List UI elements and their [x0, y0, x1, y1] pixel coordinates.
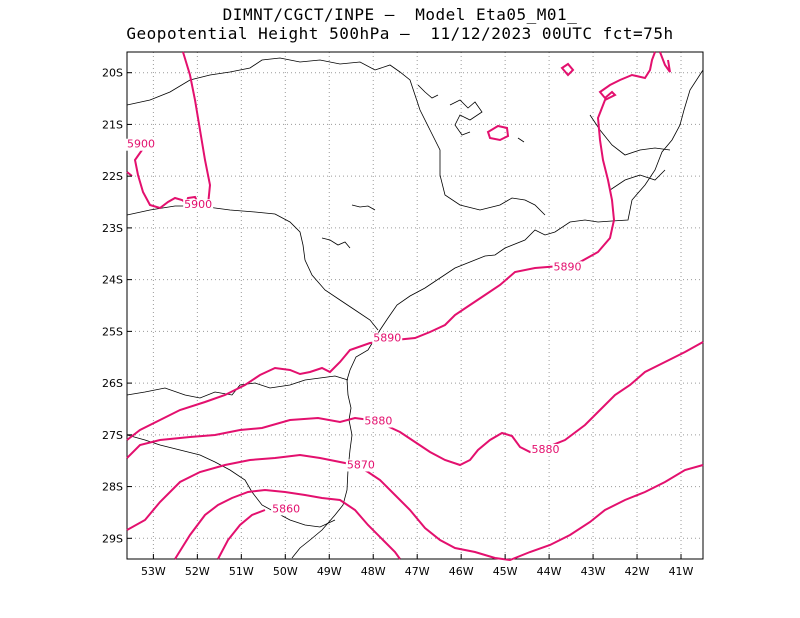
contours [126, 51, 704, 562]
lat-tick-label: 28S [102, 481, 123, 494]
contour-label-bg [552, 261, 583, 274]
state-border-2 [126, 205, 379, 331]
lat-tick-label: 29S [102, 532, 123, 545]
state-border-3 [126, 375, 349, 399]
lat-tick-label: 23S [102, 222, 123, 235]
chart-title-line2: Geopotential Height 500hPa – 11/12/2023 … [126, 24, 674, 43]
contour-5900-loop-3 [486, 124, 510, 142]
lon-tick-label: 51W [229, 565, 254, 578]
contour-5880 [126, 341, 704, 467]
lat-tick-label: 26S [102, 377, 123, 390]
reservoir-5 [517, 137, 525, 143]
grid-lines [127, 52, 703, 559]
contour-label: 5860 [272, 502, 300, 515]
contour-5890-east [659, 51, 671, 73]
contour-label-bg [271, 503, 302, 516]
contour-label: 5870 [347, 458, 375, 471]
lon-tick-label: 50W [273, 565, 298, 578]
contour-label: 5890 [554, 260, 582, 273]
contour-5890 [126, 51, 656, 441]
lon-tick-label: 49W [317, 565, 342, 578]
reservoir-1 [449, 99, 483, 136]
lon-tick-label: 44W [537, 565, 562, 578]
state-border-6 [609, 169, 666, 191]
reservoir-4 [351, 204, 376, 211]
lat-tick-label: 27S [102, 429, 123, 442]
lon-tick-label: 41W [669, 565, 694, 578]
contour-label: 5890 [373, 332, 401, 345]
contour-label-bg [363, 415, 394, 428]
lon-tick-label: 45W [493, 565, 518, 578]
lat-tick-label: 21S [102, 118, 123, 131]
contour-5870 [126, 453, 704, 562]
contour-label-bg [530, 443, 561, 456]
reservoir-2 [417, 84, 439, 99]
contour-label-bg [126, 138, 156, 151]
lon-tick-label: 42W [625, 565, 650, 578]
contour-5860-west [217, 509, 266, 560]
contour-5900-small [126, 171, 133, 177]
contour-labels: 5900 5900 5890 5890 5880 5880 5870 5860 [126, 138, 583, 516]
contour-label-bg [345, 459, 376, 472]
lon-tick-label: 43W [581, 565, 606, 578]
lon-tick-label: 48W [361, 565, 386, 578]
contour-label: 5880 [532, 443, 560, 456]
coastline [291, 69, 704, 559]
lon-tick-label: 46W [449, 565, 474, 578]
state-border-4 [126, 434, 336, 528]
contour-5860 [174, 488, 401, 560]
lat-tick-label: 20S [102, 67, 123, 80]
lat-tick-label: 22S [102, 170, 123, 183]
contour-label: 5900 [184, 198, 212, 211]
contour-label: 5900 [127, 138, 155, 151]
contour-5900-loop-2 [560, 62, 575, 77]
contour-label-bg [372, 332, 403, 345]
contour-5900-west [126, 51, 212, 210]
lon-tick-label: 53W [141, 565, 166, 578]
lon-tick-label: 52W [185, 565, 210, 578]
lon-tick-label: 47W [405, 565, 430, 578]
reservoir-3 [321, 237, 351, 249]
map-frame [126, 51, 704, 560]
lat-tick-label: 24S [102, 274, 123, 287]
state-border-1 [126, 57, 546, 216]
chart-title-line1: DIMNT/CGCT/INPE – Model Eta05_M01_ [222, 5, 578, 24]
contour-label: 5880 [364, 414, 392, 427]
lat-tick-label: 25S [102, 325, 123, 338]
axis-tick-labels: 20S 21S 22S 23S 24S 25S 26S 27S 28S 29S 53W 52W 51W 5… [102, 67, 694, 578]
coastline-borders [126, 51, 704, 560]
contour-label-bg [183, 199, 214, 212]
